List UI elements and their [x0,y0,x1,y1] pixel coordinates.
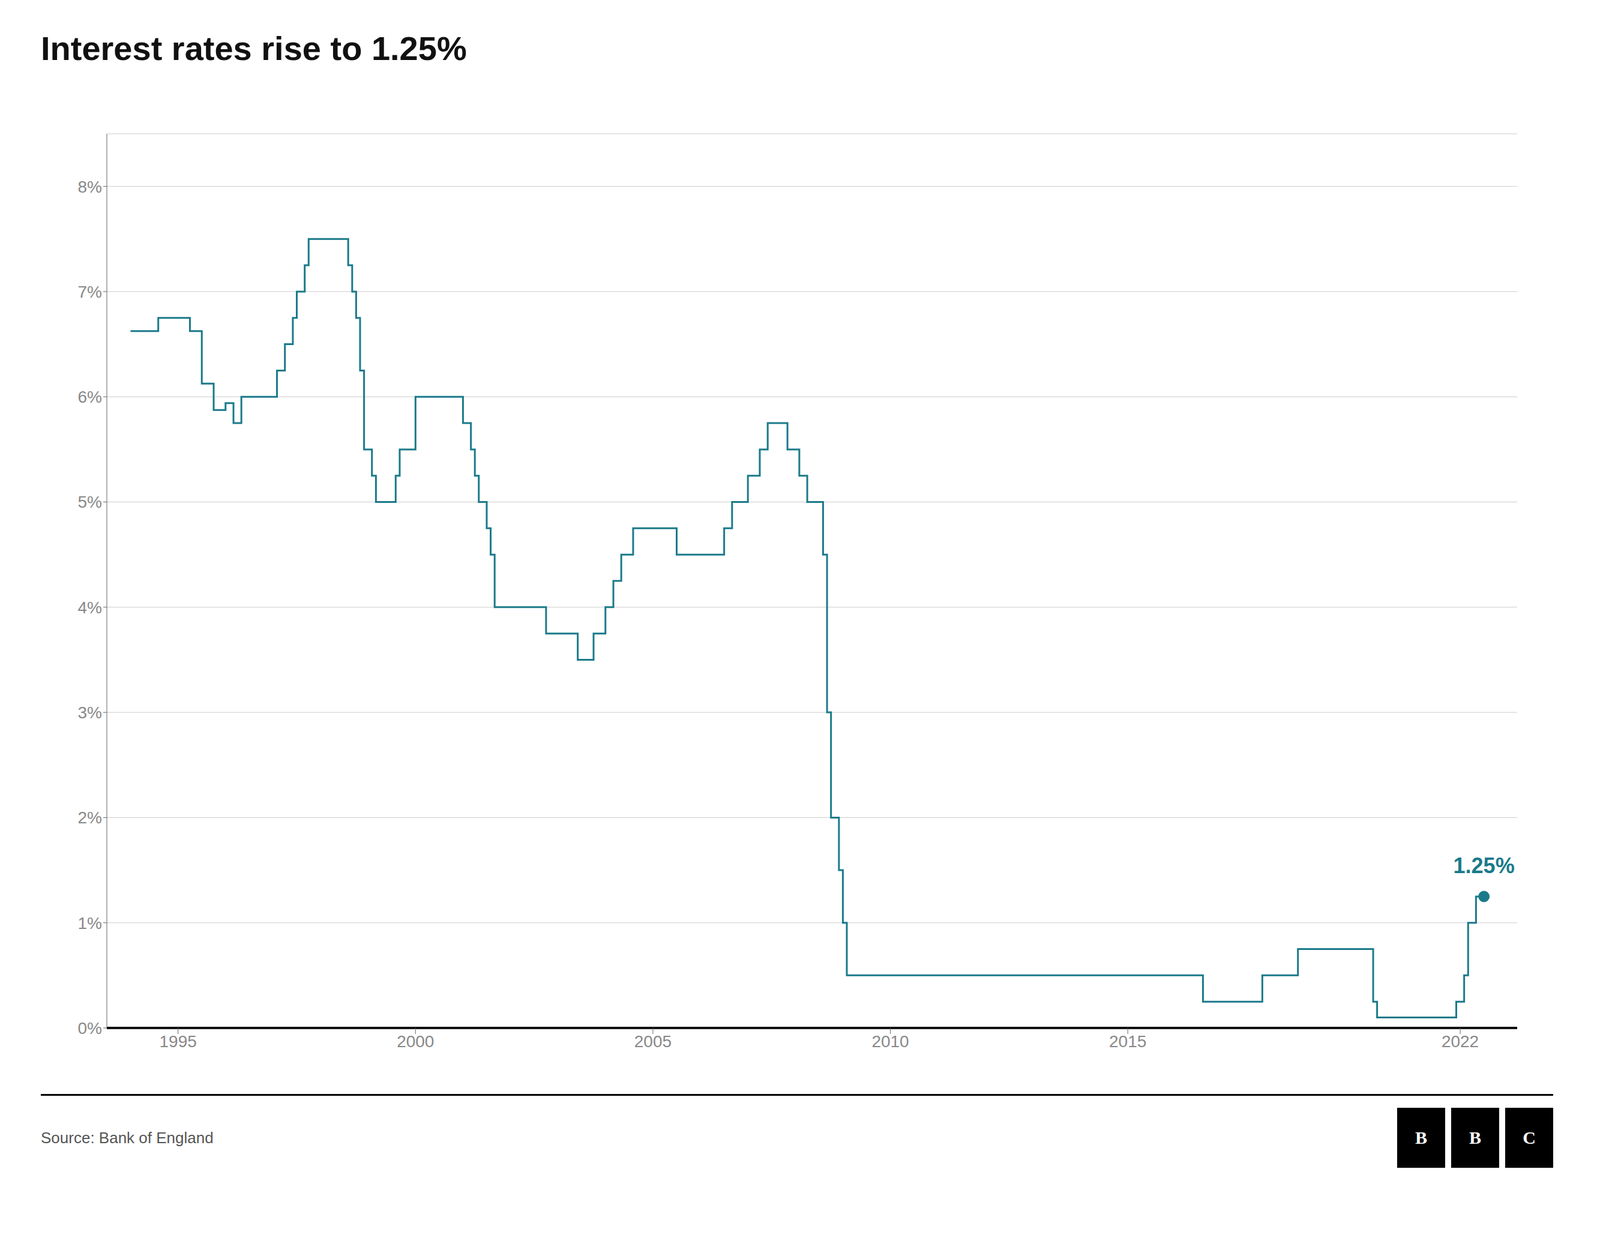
svg-text:2%: 2% [78,808,103,828]
svg-text:3%: 3% [78,703,103,722]
html-text:Interest rates rise to 1.25%: Interest rates rise to 1.25% [40,29,467,68]
svg-text:2000: 2000 [396,1032,434,1051]
svg-text:5%: 5% [78,492,103,512]
svg-text:1995: 1995 [159,1032,197,1051]
svg-text:0%: 0% [78,1019,103,1038]
svg-text:7%: 7% [78,282,103,302]
svg-text:4%: 4% [78,598,103,617]
html-text:C: C [1522,1127,1536,1148]
svg-text:1%: 1% [78,914,103,933]
svg-text:2010: 2010 [871,1032,909,1051]
html-text:B: B [1415,1127,1428,1148]
html-text:B: B [1469,1127,1482,1148]
svg-text:6%: 6% [78,387,103,407]
svg-text:8%: 8% [78,177,103,197]
svg-text:1.25%: 1.25% [1453,853,1515,879]
svg-text:2022: 2022 [1441,1032,1479,1051]
svg-text:2015: 2015 [1109,1032,1147,1051]
svg-text:2005: 2005 [634,1032,672,1051]
html-text:Source: Bank of England: Source: Bank of England [40,1128,214,1147]
